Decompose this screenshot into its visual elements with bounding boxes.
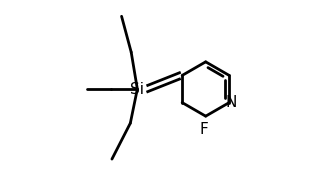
Text: F: F [200,122,208,137]
Text: N: N [226,95,237,110]
Text: Si: Si [130,82,144,96]
